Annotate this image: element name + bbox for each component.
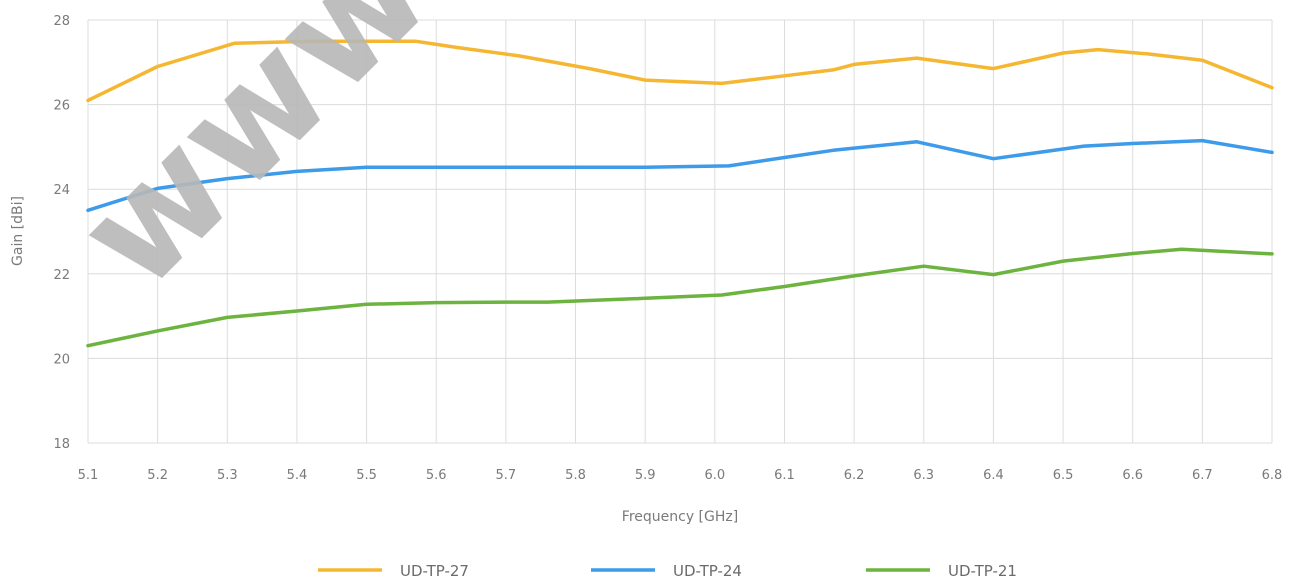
y-tick-label: 22 xyxy=(53,268,70,283)
x-tick-label: 6.8 xyxy=(1262,468,1283,483)
x-tick-label: 5.2 xyxy=(147,468,168,483)
x-tick-label: 5.7 xyxy=(496,468,517,483)
x-tick-label: 6.5 xyxy=(1053,468,1074,483)
y-tick-label: 24 xyxy=(53,183,70,198)
series-line-ud-tp-21 xyxy=(86,247,1274,348)
x-tick-label: 5.1 xyxy=(78,468,99,483)
series-lines xyxy=(86,39,1274,348)
x-tick-label: 6.6 xyxy=(1122,468,1143,483)
y-axis-title: Gain [dBi] xyxy=(10,196,26,266)
y-tick-label: 28 xyxy=(53,14,70,29)
legend-label: UD-TP-21 xyxy=(948,562,1017,580)
legend-label: UD-TP-24 xyxy=(673,562,742,580)
x-tick-label: 5.6 xyxy=(426,468,447,483)
x-tick-label: 6.7 xyxy=(1192,468,1213,483)
x-tick-label: 5.8 xyxy=(565,468,586,483)
x-tick-label: 6.1 xyxy=(774,468,795,483)
x-tick-label: 5.4 xyxy=(287,468,308,483)
x-tick-label: 6.2 xyxy=(844,468,865,483)
y-tick-labels: 18 20 22 24 26 28 xyxy=(53,14,70,452)
grid xyxy=(87,19,1273,444)
series-line-ud-tp-27 xyxy=(86,39,1274,103)
x-tick-label: 6.0 xyxy=(704,468,725,483)
y-tick-label: 26 xyxy=(53,99,70,114)
y-tick-label: 18 xyxy=(53,437,70,452)
x-tick-label: 5.3 xyxy=(217,468,238,483)
series-line-ud-tp-24 xyxy=(86,138,1274,213)
x-tick-label: 6.4 xyxy=(983,468,1004,483)
legend-label: UD-TP-27 xyxy=(400,562,469,580)
x-tick-label: 6.3 xyxy=(913,468,934,483)
x-tick-label: 5.9 xyxy=(635,468,656,483)
x-tick-labels: 5.1 5.2 5.3 5.4 5.5 5.6 5.7 5.8 5.9 6.0 6.1 6.2 6.3 6… xyxy=(78,468,1283,483)
x-tick-label: 5.5 xyxy=(356,468,377,483)
legend: UD-TP-27 UD-TP-24 UD-TP-21 xyxy=(318,562,1017,580)
x-axis-title: Frequency [GHz] xyxy=(622,509,738,525)
y-tick-label: 20 xyxy=(53,352,70,367)
